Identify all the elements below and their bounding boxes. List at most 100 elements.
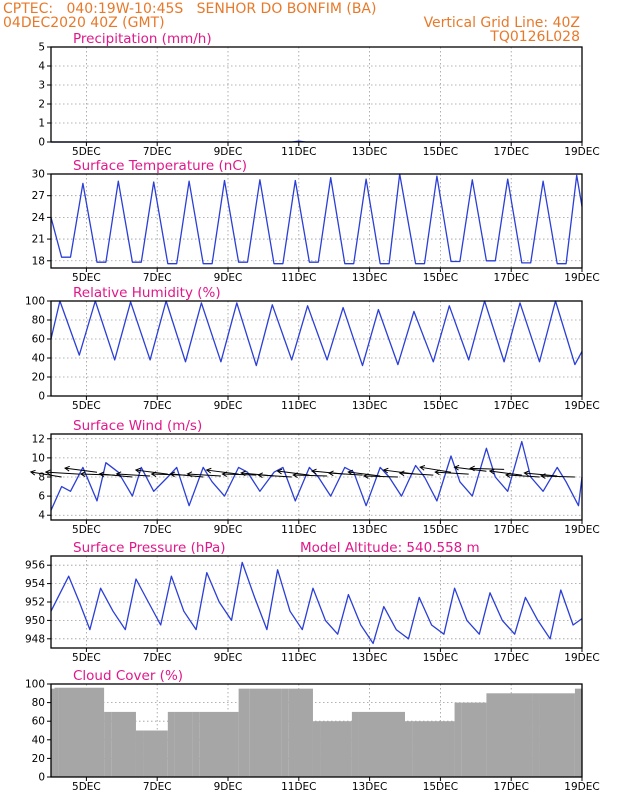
wind-vector-head bbox=[453, 464, 460, 471]
ytick-label-cloud: 60 bbox=[32, 716, 45, 728]
ytick-label-press: 948 bbox=[25, 633, 45, 645]
xtick-label-precip: 5DEC bbox=[72, 146, 101, 158]
wind-vector bbox=[277, 470, 310, 476]
xtick-label-cloud: 13DEC bbox=[352, 781, 387, 793]
wind-vector bbox=[348, 471, 381, 477]
xtick-label-wind: 17DEC bbox=[493, 524, 528, 536]
panel-cloud: 0 20 40 60 80 100 5DEC 7DEC 9DEC 11DEC 13DEC 15DEC 1… bbox=[25, 668, 600, 793]
xtick-label-precip: 19DEC bbox=[564, 146, 599, 158]
cloud-bar bbox=[58, 687, 105, 777]
wind-vector-head bbox=[205, 467, 212, 474]
wind-vector-head bbox=[347, 469, 354, 476]
xtick-label-rh: 13DEC bbox=[352, 400, 387, 412]
wind-vector bbox=[187, 473, 221, 477]
ytick-label-rh: 0 bbox=[38, 391, 45, 403]
xtick-label-wind: 5DEC bbox=[72, 524, 101, 536]
wind-vector-head bbox=[292, 472, 298, 478]
wind-vector bbox=[506, 474, 540, 478]
xtick-label-wind: 19DEC bbox=[564, 524, 599, 536]
wind-vector bbox=[329, 472, 363, 476]
wind-vector-head bbox=[257, 472, 263, 479]
series-line-wind bbox=[50, 440, 583, 511]
cloud-bar bbox=[54, 687, 59, 777]
wind-vector-head bbox=[540, 473, 546, 479]
xtick-label-temp: 11DEC bbox=[281, 272, 316, 284]
wind-vector bbox=[399, 472, 434, 476]
xtick-label-temp: 17DEC bbox=[493, 272, 528, 284]
wind-vector bbox=[258, 474, 292, 478]
panel-frame-cloud bbox=[50, 683, 583, 778]
panel-temp: 18 21 24 27 30 5DEC 7DEC 9DEC 11DEC 13DEC 15DEC 17D… bbox=[32, 158, 600, 284]
wind-vector-head bbox=[382, 467, 389, 474]
xtick-label-press: 5DEC bbox=[72, 652, 101, 664]
xtick-label-precip: 13DEC bbox=[352, 146, 387, 158]
xtick-label-rh: 7DEC bbox=[143, 400, 172, 412]
cloud-bar bbox=[104, 711, 112, 777]
ytick-label-temp: 21 bbox=[32, 234, 45, 246]
cloud-bar bbox=[351, 711, 359, 777]
ytick-label-precip: 2 bbox=[38, 99, 45, 111]
xtick-label-press: 13DEC bbox=[352, 652, 387, 664]
ytick-label-rh: 80 bbox=[32, 315, 45, 327]
ytick-label-wind: 8 bbox=[38, 472, 45, 484]
wind-vector-head bbox=[150, 471, 157, 478]
xtick-label-wind: 7DEC bbox=[143, 524, 172, 536]
wind-vector bbox=[489, 470, 522, 476]
cloud-bar bbox=[199, 711, 239, 777]
ytick-label-rh: 100 bbox=[25, 296, 45, 308]
xtick-label-press: 7DEC bbox=[143, 652, 172, 664]
xtick-label-rh: 19DEC bbox=[564, 400, 599, 412]
panel-title-temp: Surface Temperature (nC) bbox=[73, 158, 247, 174]
ytick-label-cloud: 80 bbox=[32, 697, 45, 709]
panel-wind: 4 6 8 10 12 5DEC 7DEC 9DEC 11DEC 13DEC 15DEC 17DEC 1… bbox=[29, 418, 600, 536]
ytick-label-wind: 12 bbox=[32, 433, 45, 445]
panel-frame-rh bbox=[50, 300, 583, 397]
ytick-label-temp: 24 bbox=[32, 212, 46, 224]
cloud-bar bbox=[288, 688, 313, 777]
cloud-bar bbox=[51, 688, 55, 777]
xtick-label-precip: 11DEC bbox=[281, 146, 316, 158]
wind-vector-head bbox=[44, 469, 51, 476]
wind-vector-head bbox=[240, 470, 246, 477]
panel-title-rh: Relative Humidity (%) bbox=[73, 285, 221, 301]
xtick-label-wind: 13DEC bbox=[352, 524, 387, 536]
wind-vector-head bbox=[186, 471, 193, 478]
cloud-bar bbox=[461, 702, 487, 777]
cloud-bar bbox=[111, 711, 136, 777]
xtick-label-wind: 9DEC bbox=[214, 524, 243, 536]
cloud-bar bbox=[532, 693, 540, 777]
wind-vector bbox=[541, 475, 575, 478]
panel-title-precip: Precipitation (mm/h) bbox=[73, 31, 212, 47]
cloud-bar bbox=[312, 721, 321, 777]
ytick-label-cloud: 20 bbox=[32, 753, 45, 765]
cloud-bar bbox=[249, 688, 282, 777]
xtick-label-temp: 9DEC bbox=[214, 272, 243, 284]
wind-vector bbox=[435, 471, 469, 475]
xtick-label-wind: 11DEC bbox=[281, 524, 316, 536]
cloud-bar bbox=[143, 730, 168, 777]
cloud-bar bbox=[486, 693, 494, 777]
xtick-label-cloud: 9DEC bbox=[214, 781, 243, 793]
wind-vector-head bbox=[488, 468, 495, 475]
xtick-label-precip: 9DEC bbox=[214, 146, 243, 158]
ytick-label-rh: 60 bbox=[32, 334, 45, 346]
panel-extra-press: Model Altitude: 540.558 m bbox=[300, 540, 480, 556]
ytick-label-precip: 0 bbox=[38, 137, 45, 149]
cloud-bar bbox=[358, 711, 405, 777]
wind-vector-head bbox=[79, 471, 86, 478]
cloud-bar bbox=[405, 721, 413, 777]
panel-title-wind: Surface Wind (m/s) bbox=[73, 418, 202, 434]
xtick-label-wind: 15DEC bbox=[423, 524, 458, 536]
ytick-label-press: 950 bbox=[25, 615, 45, 627]
cloud-bar bbox=[320, 721, 352, 777]
wind-vector-head bbox=[221, 471, 228, 478]
panel-title-cloud: Cloud Cover (%) bbox=[73, 668, 183, 684]
cloud-bar bbox=[574, 688, 582, 777]
ytick-label-temp: 18 bbox=[32, 255, 45, 267]
series-line-press bbox=[50, 561, 583, 645]
wind-vector bbox=[99, 473, 133, 478]
wind-vector-head bbox=[276, 468, 283, 475]
xtick-label-rh: 5DEC bbox=[72, 400, 101, 412]
